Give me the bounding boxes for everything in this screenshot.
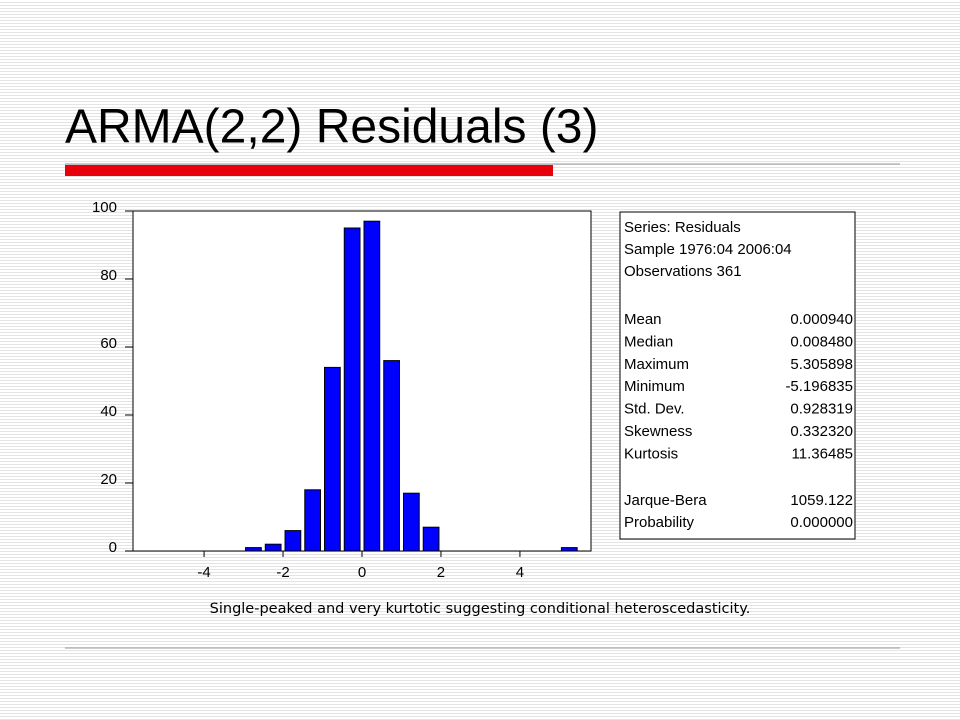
y-tick-label: 100 (92, 199, 117, 216)
x-tick-label: 4 (516, 564, 524, 581)
stat-label: Mean (624, 311, 662, 328)
plot-area (132, 210, 592, 552)
stat-value: 0.000000 (790, 514, 853, 531)
bar (264, 543, 282, 552)
stats-header: Observations 361 (624, 263, 742, 280)
stat-value: 0.332320 (790, 423, 853, 440)
bar (343, 227, 361, 552)
y-tick-label: 20 (100, 471, 117, 488)
bar (304, 489, 322, 552)
x-tick-label: -4 (197, 564, 210, 581)
stat-label: Std. Dev. (624, 401, 685, 418)
stats-header: Sample 1976:04 2006:04 (624, 241, 792, 258)
bar (560, 547, 578, 552)
y-tick-label: 40 (100, 403, 117, 420)
x-tick-label: 2 (437, 564, 445, 581)
stat-value: 0.008480 (790, 333, 853, 350)
x-tick-label: -2 (276, 564, 289, 581)
bar (284, 530, 302, 552)
stat-label: Minimum (624, 378, 685, 395)
stats-header: Series: Residuals (624, 219, 741, 236)
title-accent (65, 165, 553, 176)
stat-value: 5.305898 (790, 356, 853, 373)
stat-value: 1059.122 (790, 492, 853, 509)
stat-label: Probability (624, 514, 695, 531)
slide-title: ARMA(2,2) Residuals (3) (65, 101, 598, 154)
y-tick-label: 60 (100, 335, 117, 352)
stat-label: Maximum (624, 356, 689, 373)
stat-value: 0.928319 (790, 401, 853, 418)
bar (422, 526, 440, 552)
caption: Single-peaked and very kurtotic suggesti… (210, 601, 751, 617)
stat-value: -5.196835 (785, 378, 853, 395)
bar (324, 366, 341, 552)
y-tick-label: 80 (100, 267, 117, 284)
bar (383, 360, 400, 552)
stat-label: Kurtosis (624, 445, 678, 462)
bar (245, 547, 262, 552)
y-tick-label: 0 (109, 539, 117, 556)
bar (363, 220, 381, 552)
stat-value: 0.000940 (790, 311, 853, 328)
stat-label: Median (624, 333, 673, 350)
stat-value: 11.36485 (792, 445, 853, 462)
stats-box (619, 211, 856, 540)
stat-label: Skewness (624, 423, 692, 440)
stat-label: Jarque-Bera (624, 492, 707, 509)
x-tick-label: 0 (358, 564, 366, 581)
bar (402, 492, 420, 552)
